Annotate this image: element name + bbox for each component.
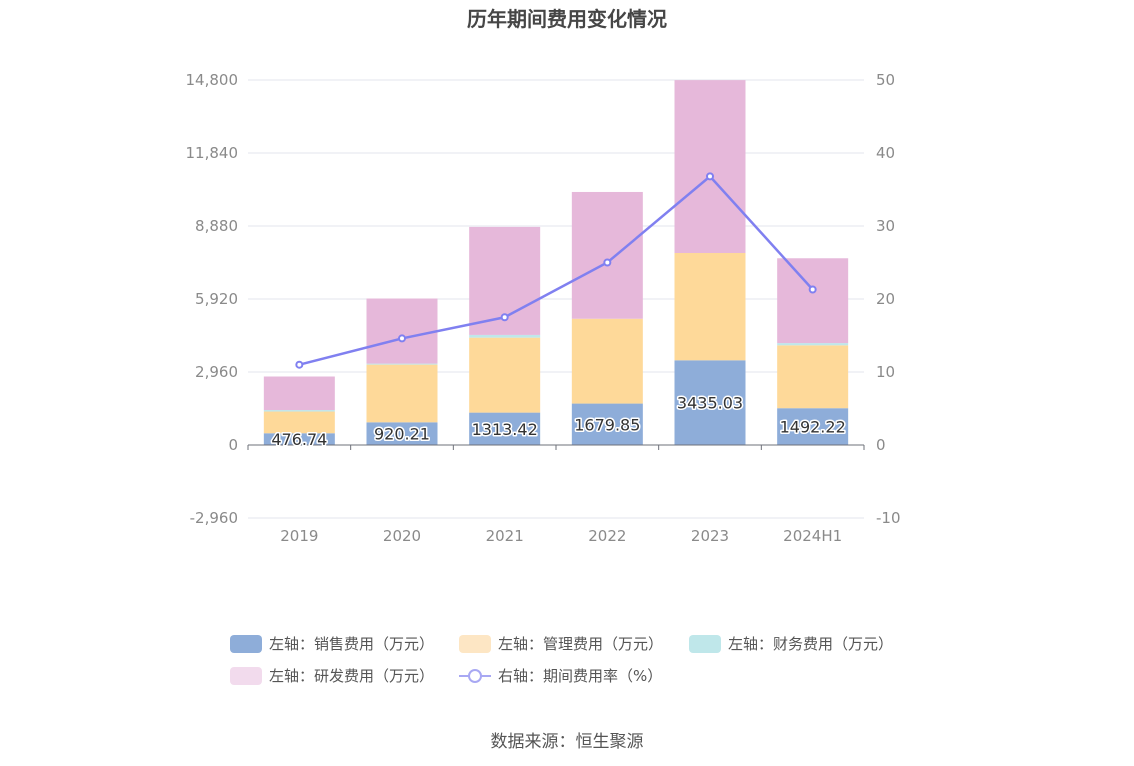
- legend-item[interactable]: 左轴：研发费用（万元）: [230, 667, 434, 685]
- bar-segment: [366, 422, 438, 445]
- grid: [248, 79, 864, 519]
- rate-point: [500, 313, 509, 322]
- bar-segment: [469, 334, 541, 338]
- legend-label: 右轴：期间费用率（%）: [498, 667, 662, 685]
- y-right-tick-label: -10: [876, 509, 901, 527]
- bar-segment: [366, 298, 438, 364]
- legend-item[interactable]: 左轴：管理费用（万元）: [459, 635, 663, 653]
- bar-segment: [263, 410, 335, 412]
- legend-label: 左轴：财务费用（万元）: [728, 635, 893, 653]
- y-right-tick-label: 10: [876, 363, 895, 381]
- bar-segment: [674, 360, 746, 445]
- x-tick-label: 2019: [280, 527, 318, 545]
- legend-item[interactable]: 左轴：销售费用（万元）: [230, 635, 434, 653]
- y-right-tick-label: 0: [876, 436, 886, 454]
- bar-segment: [263, 411, 335, 434]
- bar-segment: [263, 433, 335, 445]
- rate-point: [706, 172, 714, 181]
- y-right-tick-label: 20: [876, 290, 895, 308]
- y-left-tick-label: -2,960: [190, 509, 238, 527]
- data-label: 476.74: [271, 430, 327, 449]
- bar-segment: [674, 80, 746, 254]
- bar-segment: [571, 191, 643, 319]
- bars: [263, 80, 849, 445]
- x-tick-label: 2023: [691, 527, 729, 545]
- legend-label: 左轴：研发费用（万元）: [269, 667, 434, 685]
- bar-segment: [777, 343, 849, 346]
- x-tick-label: 2021: [486, 527, 524, 545]
- y-left-tick-label: 14,800: [186, 71, 239, 89]
- y-left-tick-label: 5,920: [195, 290, 238, 308]
- bar-segment: [571, 318, 643, 404]
- y-right-tick-label: 30: [876, 217, 895, 235]
- rate-point: [398, 334, 406, 343]
- bar-segment: [469, 337, 541, 413]
- bar-segment: [366, 364, 438, 423]
- rate-point: [808, 285, 817, 294]
- legend-swatch-icon: [689, 635, 721, 653]
- bar-segment: [777, 408, 849, 445]
- data-label: 1492.22: [780, 418, 846, 437]
- data-label: 1679.85: [574, 415, 640, 434]
- legend-label: 左轴：销售费用（万元）: [269, 635, 434, 653]
- bar-segment: [469, 412, 541, 445]
- data-labels: 476.74 920.21 1313.42 1679.85 3435.03 1492.22: [270, 392, 847, 450]
- legend-swatch-icon: [230, 635, 262, 653]
- y-left-tick-label: 11,840: [186, 144, 239, 162]
- bar-segment: [263, 376, 335, 411]
- rate-point: [295, 360, 304, 369]
- data-label: 920.21: [374, 425, 430, 444]
- y-right-tick-label: 40: [876, 144, 895, 162]
- legend-swatch-icon: [459, 635, 491, 653]
- x-tick-label: 2022: [588, 527, 626, 545]
- x-tick-label: 2020: [383, 527, 421, 545]
- y-left-tick-label: 8,880: [195, 217, 238, 235]
- data-label: 1313.42: [472, 420, 538, 439]
- x-tick-label: 2024H1: [783, 527, 842, 545]
- rate-point: [603, 258, 612, 267]
- data-label: 3435.03: [677, 394, 743, 413]
- legend-item[interactable]: 右轴：期间费用率（%）: [459, 667, 662, 685]
- rate-line: [295, 172, 817, 369]
- legend-item[interactable]: 左轴：财务费用（万元）: [689, 635, 893, 653]
- y-right-tick-label: 50: [876, 71, 895, 89]
- bar-segment: [571, 403, 643, 445]
- legend-marker-icon: [468, 669, 482, 683]
- axes: -2,960 0 2,960 5,920 8,880 11,840 14,800 -10 0 10…: [186, 71, 901, 545]
- chart-title: 历年期间费用变化情况: [467, 7, 667, 31]
- bar-segment: [366, 363, 438, 365]
- y-left-tick-label: 2,960: [195, 363, 238, 381]
- bar-segment: [777, 258, 849, 344]
- legend[interactable]: 左轴：销售费用（万元） 左轴：管理费用（万元） 左轴：财务费用（万元） 左轴：研发费用…: [230, 635, 893, 685]
- rate-line-path: [299, 174, 814, 366]
- bar-segment: [777, 345, 849, 409]
- legend-label: 左轴：管理费用（万元）: [498, 635, 663, 653]
- y-left-tick-label: 0: [228, 436, 238, 454]
- legend-swatch-icon: [230, 667, 262, 685]
- source-text: 数据来源：恒生聚源: [491, 732, 644, 752]
- bar-segment: [674, 253, 746, 361]
